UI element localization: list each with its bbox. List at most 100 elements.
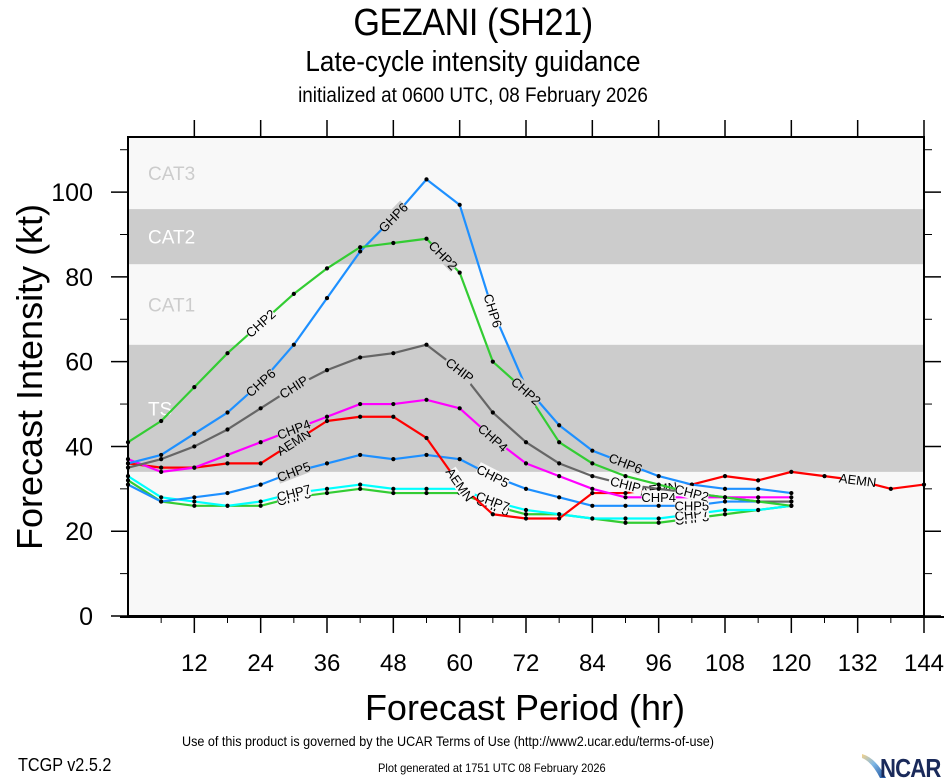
data-point xyxy=(590,490,595,496)
ncar-logo-text: NCAR xyxy=(880,753,941,783)
data-point xyxy=(590,474,595,479)
x-tick-label: 36 xyxy=(314,650,341,677)
data-point xyxy=(623,503,628,508)
data-point xyxy=(756,499,761,504)
series-label: CHP4 xyxy=(641,490,676,505)
data-point xyxy=(590,486,595,491)
series-label-gap xyxy=(275,459,312,484)
data-point xyxy=(590,461,595,466)
x-tick-label: 144 xyxy=(904,650,944,677)
data-point xyxy=(523,516,529,521)
data-point xyxy=(656,516,661,521)
series-label-gap xyxy=(607,473,644,495)
data-point xyxy=(490,512,495,517)
data-point xyxy=(324,490,330,496)
chart-title: GEZANI (SH21) xyxy=(353,2,593,44)
data-point xyxy=(756,507,761,513)
data-point xyxy=(192,499,197,504)
data-point xyxy=(490,410,495,415)
x-tick-label: 132 xyxy=(838,650,878,677)
data-point xyxy=(258,461,263,466)
data-point xyxy=(424,452,429,458)
band-ts xyxy=(128,344,924,472)
series-label-gap xyxy=(442,354,478,386)
data-point xyxy=(523,461,529,466)
x-tick-label: 72 xyxy=(513,650,540,677)
band-label-cat2: CAT2 xyxy=(148,228,195,249)
axes: 12 24 36 48 60 72 84 96 108 120 132 144 0 20 40 60 80 100 xyxy=(51,120,944,677)
band-cat2 xyxy=(128,209,924,265)
data-point xyxy=(192,465,197,470)
data-point xyxy=(424,397,429,402)
data-point xyxy=(424,177,429,182)
plot-generated-text: Plot generated at 1751 UTC 08 February 2… xyxy=(378,761,606,775)
data-point xyxy=(656,486,661,491)
data-point xyxy=(523,440,529,445)
data-point xyxy=(225,461,230,466)
series-label-gap xyxy=(476,421,511,454)
x-tick-label: 12 xyxy=(181,650,208,677)
data-point xyxy=(159,465,164,470)
data-point xyxy=(159,495,164,500)
data-point xyxy=(656,520,661,525)
data-point xyxy=(225,427,230,432)
series-label-gap xyxy=(674,498,709,512)
data-point xyxy=(192,384,197,390)
data-point xyxy=(789,490,794,496)
series-label-gap xyxy=(509,374,544,408)
data-point xyxy=(225,452,230,458)
data-point xyxy=(756,478,761,483)
init-time-line: initialized at 0600 UTC, 08 February 202… xyxy=(298,84,648,107)
data-point xyxy=(822,474,827,479)
data-point xyxy=(590,503,595,508)
x-tick-label: 60 xyxy=(446,650,473,677)
series-label-gap xyxy=(275,427,312,457)
data-point xyxy=(424,490,429,496)
data-point xyxy=(424,435,429,441)
data-point xyxy=(192,503,197,508)
series-label-gap xyxy=(482,292,505,329)
band-cat3 xyxy=(128,137,924,210)
data-point xyxy=(623,495,628,500)
version-label: TCGP v2.5.2 xyxy=(18,755,112,775)
data-point xyxy=(258,406,263,411)
data-point xyxy=(424,342,429,347)
data-point xyxy=(557,461,562,466)
data-point xyxy=(523,486,529,491)
series-label: AEMN xyxy=(838,471,877,491)
data-point xyxy=(557,512,562,517)
y-tick-label: 60 xyxy=(65,349,93,377)
y-tick-label: 20 xyxy=(65,518,93,546)
series-label-gap xyxy=(673,482,711,504)
series-label-gap xyxy=(275,416,312,442)
data-point xyxy=(623,490,628,496)
series-label-gap xyxy=(641,490,676,504)
data-point xyxy=(424,236,429,241)
series-label-gap xyxy=(474,488,512,514)
data-point xyxy=(258,440,263,445)
series-label-gap xyxy=(275,372,312,402)
data-point xyxy=(258,499,263,504)
series-label-gap xyxy=(243,366,278,399)
data-point xyxy=(789,469,794,474)
data-point xyxy=(457,270,462,275)
data-point xyxy=(358,452,363,458)
data-point xyxy=(391,240,396,246)
data-point xyxy=(225,351,230,356)
data-point xyxy=(557,495,562,500)
data-point xyxy=(324,418,330,424)
data-point xyxy=(358,414,363,419)
data-point xyxy=(159,457,164,462)
series-label: CHP5 xyxy=(674,498,709,513)
series-label-gap xyxy=(607,450,644,476)
data-point xyxy=(590,516,595,521)
y-axis-label: Forecast Intensity (kt) xyxy=(9,204,50,550)
data-point xyxy=(888,486,893,491)
data-point xyxy=(557,474,562,479)
data-point xyxy=(656,503,661,508)
series-label-gap xyxy=(243,306,278,340)
x-tick-label: 24 xyxy=(247,650,274,677)
terms-of-use-text: Use of this product is governed by the U… xyxy=(182,733,714,749)
data-point xyxy=(192,431,197,436)
